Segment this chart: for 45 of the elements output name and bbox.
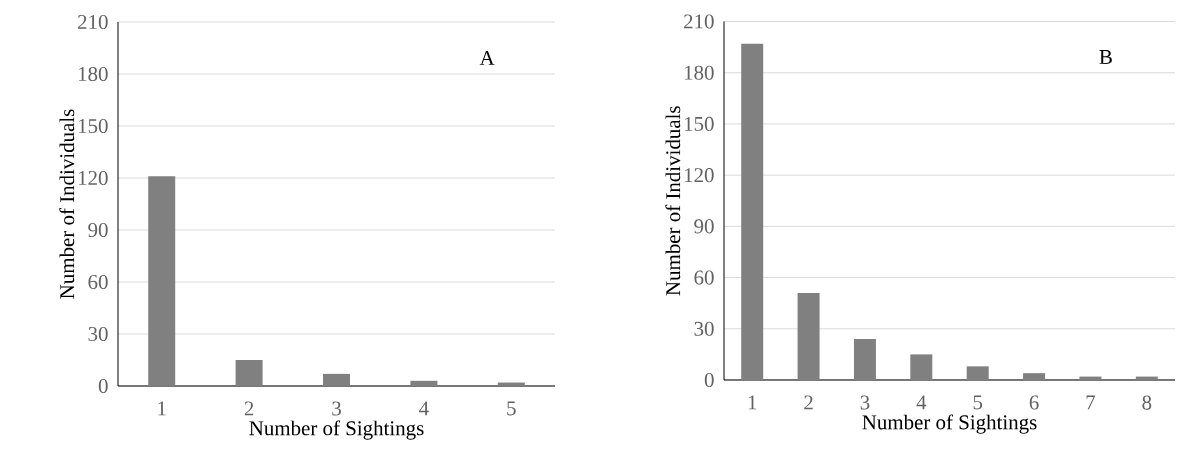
y-tick-label: 60 bbox=[694, 270, 714, 285]
bar bbox=[966, 366, 989, 380]
y-tick-label: 180 bbox=[684, 65, 714, 80]
y-tick-label: 150 bbox=[78, 118, 108, 134]
bar bbox=[410, 380, 438, 386]
bar bbox=[797, 292, 820, 380]
y-tick-label: 30 bbox=[88, 326, 108, 342]
x-tick-label: 6 bbox=[1029, 395, 1039, 410]
x-tick-label: 3 bbox=[332, 401, 341, 416]
y-tick-label: 210 bbox=[684, 14, 714, 29]
x-tick-label: 2 bbox=[804, 395, 813, 410]
x-tick-label: 4 bbox=[419, 401, 429, 416]
annotation: B bbox=[1099, 50, 1112, 64]
y-tick-label: 0 bbox=[98, 378, 108, 394]
x-tick-label: 8 bbox=[1142, 395, 1152, 410]
x-tick-label: 4 bbox=[916, 395, 927, 410]
x-tick-label: 1 bbox=[158, 401, 166, 416]
x-tick-label: 1 bbox=[748, 395, 757, 410]
y-axis-title: Number of Individuals bbox=[665, 106, 681, 296]
y-tick-label: 150 bbox=[684, 116, 714, 131]
bar bbox=[1023, 373, 1046, 380]
x-tick-label: 7 bbox=[1086, 395, 1096, 410]
bar bbox=[853, 339, 876, 380]
y-tick-label: 120 bbox=[684, 168, 714, 183]
y-tick-label: 0 bbox=[704, 372, 714, 388]
y-tick-label: 180 bbox=[78, 66, 108, 82]
x-tick-label: 5 bbox=[507, 401, 516, 416]
bar bbox=[323, 373, 350, 386]
x-tick-label: 5 bbox=[973, 395, 983, 410]
bar bbox=[235, 360, 263, 386]
x-axis-title: Number of Sightings bbox=[862, 414, 1037, 434]
y-tick-label: 120 bbox=[78, 170, 108, 186]
annotation: A bbox=[479, 51, 495, 65]
bar bbox=[910, 354, 933, 380]
y-axis-title: Number of Individuals bbox=[59, 109, 75, 299]
y-tick-label: 60 bbox=[88, 274, 108, 290]
x-axis-title: Number of Sightings bbox=[249, 420, 424, 440]
x-tick-label: 3 bbox=[860, 395, 870, 410]
y-tick-label: 30 bbox=[694, 321, 714, 336]
y-tick-label: 90 bbox=[88, 222, 108, 238]
bar bbox=[741, 43, 764, 380]
x-tick-label: 2 bbox=[244, 401, 254, 416]
y-tick-label: 90 bbox=[694, 219, 714, 234]
y-tick-label: 210 bbox=[78, 14, 108, 30]
bar bbox=[148, 176, 176, 386]
